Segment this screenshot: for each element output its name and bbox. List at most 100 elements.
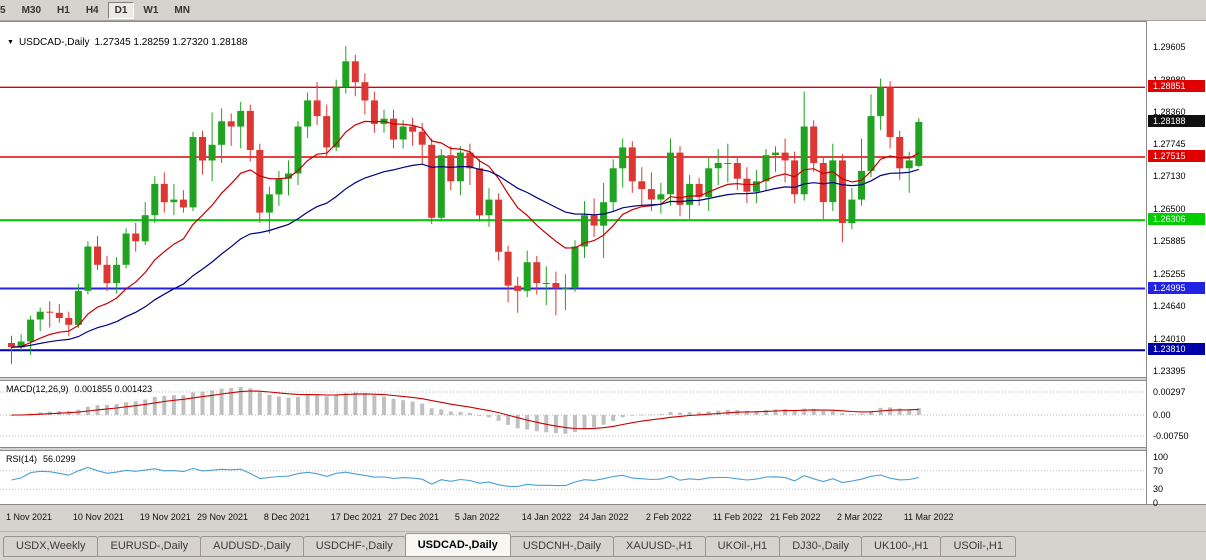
macd-histogram-bar [592, 415, 597, 428]
candle-body [886, 87, 894, 137]
price-marker-box: 1.23810 [1148, 343, 1205, 356]
timeframe-toolbar: 5 M30 H1 H4 D1 W1 MN [0, 0, 1206, 21]
macd-histogram-bar [210, 390, 215, 415]
symbol-dropdown-icon[interactable]: ▼ [7, 38, 14, 46]
candle-body [113, 264, 121, 284]
candle-body [819, 163, 827, 203]
candle-body [609, 168, 617, 203]
macd-histogram-bar [133, 401, 138, 415]
macd-histogram-bar [601, 415, 606, 425]
timeframe-button-m30[interactable]: M30 [21, 4, 42, 16]
macd-histogram-bar [429, 408, 434, 415]
chart-tab-audusd-daily[interactable]: AUDUSD-,Daily [200, 536, 304, 557]
macd-histogram-bar [639, 414, 644, 416]
candle-body [561, 288, 569, 290]
chart-tab-usoil-h1[interactable]: USOil-,H1 [940, 536, 1016, 557]
macd-histogram-bar [267, 394, 272, 415]
candle-body [428, 144, 436, 218]
price-chart-panel[interactable]: ▼ USDCAD-,Daily 1.27345 1.28259 1.27320 … [0, 21, 1146, 377]
macd-histogram-bar [162, 395, 167, 415]
chart-tab-xauusd-h1[interactable]: XAUUSD-,H1 [613, 536, 706, 557]
price-axis[interactable]: 1.29605 1.28980 1.28360 1.27745 1.27130 1.265… [1146, 21, 1206, 508]
macd-scale-label: 0.00297 [1153, 387, 1186, 397]
macd-histogram-bar [276, 396, 281, 415]
timeframe-button-5[interactable]: 5 [0, 4, 6, 16]
chart-tab-usdcad-daily[interactable]: USDCAD-,Daily [404, 533, 511, 557]
candle-body [65, 318, 73, 325]
macd-histogram-bar [124, 402, 129, 415]
chart-tab-ukoil-h1[interactable]: UKOil-,H1 [704, 536, 781, 557]
candle-body [848, 199, 856, 224]
macd-histogram-bar [563, 415, 568, 434]
price-marker-box: 1.28851 [1148, 80, 1205, 93]
macd-histogram-bar [496, 415, 501, 421]
timeframe-button-d1[interactable]: D1 [107, 1, 135, 19]
macd-histogram-bar [458, 411, 463, 415]
chart-tab-usdcnh-daily[interactable]: USDCNH-,Daily [509, 536, 615, 557]
price-tick-label: 1.27745 [1153, 139, 1186, 150]
candle-body [504, 251, 512, 286]
macd-histogram-bar [830, 410, 835, 415]
candle-body [370, 100, 378, 124]
candle-body [94, 246, 101, 265]
timeframe-button-w1[interactable]: W1 [143, 4, 159, 16]
macd-histogram-bar [334, 394, 339, 415]
macd-indicator-panel[interactable]: MACD(12,26,9) 0.001855 0.001423 [0, 381, 1146, 447]
panel-divider[interactable] [0, 447, 1206, 451]
date-tick-label: 11 Mar 2022 [903, 512, 954, 522]
chart-tab-dj30-daily[interactable]: DJ30-,Daily [779, 536, 863, 557]
macd-histogram-bar [840, 413, 845, 415]
macd-histogram-bar [105, 405, 109, 415]
candle-body [160, 183, 168, 203]
macd-name: MACD(12,26,9) [6, 384, 69, 394]
chart-tab-uk100-h1[interactable]: UK100-,H1 [861, 536, 942, 557]
macd-histogram-bar [783, 409, 788, 415]
macd-label: MACD(12,26,9) 0.001855 0.001423 [6, 384, 152, 394]
candle-body [762, 155, 770, 182]
macd-histogram-bar [143, 399, 148, 415]
candle-body [772, 152, 779, 156]
candle-body [418, 131, 426, 145]
macd-canvas[interactable] [0, 381, 1145, 447]
candle-body [84, 246, 92, 291]
candle-body [705, 168, 713, 197]
date-tick-label: 29 Nov 2021 [197, 512, 249, 522]
time-axis[interactable]: 1 Nov 2021 10 Nov 2021 19 Nov 2021 29 Nov 2… [0, 504, 1206, 531]
candle-body [265, 194, 273, 213]
chart-tab-eurusd-daily[interactable]: EURUSD-,Daily [97, 536, 202, 557]
timeframe-button-h1[interactable]: H1 [57, 4, 70, 16]
macd-histogram-bar [869, 411, 873, 415]
macd-histogram-bar [257, 392, 262, 415]
price-chart-canvas[interactable] [0, 22, 1145, 378]
candle-body [285, 173, 292, 179]
macd-histogram-bar [716, 410, 721, 415]
price-tick-label: 1.26500 [1153, 204, 1186, 214]
candle-body [781, 152, 789, 161]
timeframe-button-h4[interactable]: H4 [85, 4, 99, 16]
macd-histogram-bar [410, 401, 415, 415]
candle-body [246, 110, 254, 150]
timeframe-button-mn[interactable]: MN [174, 4, 190, 16]
macd-histogram-bar [697, 412, 702, 415]
macd-histogram-bar [382, 396, 386, 415]
price-marker-box: 1.26306 [1148, 213, 1205, 226]
candle-body [724, 163, 732, 164]
candle-body [332, 87, 340, 148]
candle-body [390, 118, 397, 140]
chart-tab-usdchf-daily[interactable]: USDCHF-,Daily [302, 536, 406, 557]
panel-divider[interactable] [0, 377, 1206, 381]
macd-values: 0.001855 0.001423 [74, 384, 153, 394]
rsi-canvas[interactable] [0, 451, 1145, 504]
candle-body [466, 152, 474, 169]
candle-body [714, 163, 722, 169]
date-tick-label: 11 Feb 2022 [712, 512, 763, 522]
chart-tab-usdx-weekly[interactable]: USDX,Weekly [3, 536, 99, 557]
date-tick-label: 1 Nov 2021 [6, 512, 53, 522]
macd-histogram-bar [553, 415, 558, 434]
chart-symbol-label: USDCAD-,Daily [18, 37, 90, 48]
date-tick-label: 17 Dec 2021 [330, 512, 382, 522]
candle-body [179, 199, 187, 208]
rsi-indicator-panel[interactable]: RSI(14) 56.0299 [0, 451, 1146, 504]
price-marker-box: 1.28188 [1148, 114, 1205, 127]
